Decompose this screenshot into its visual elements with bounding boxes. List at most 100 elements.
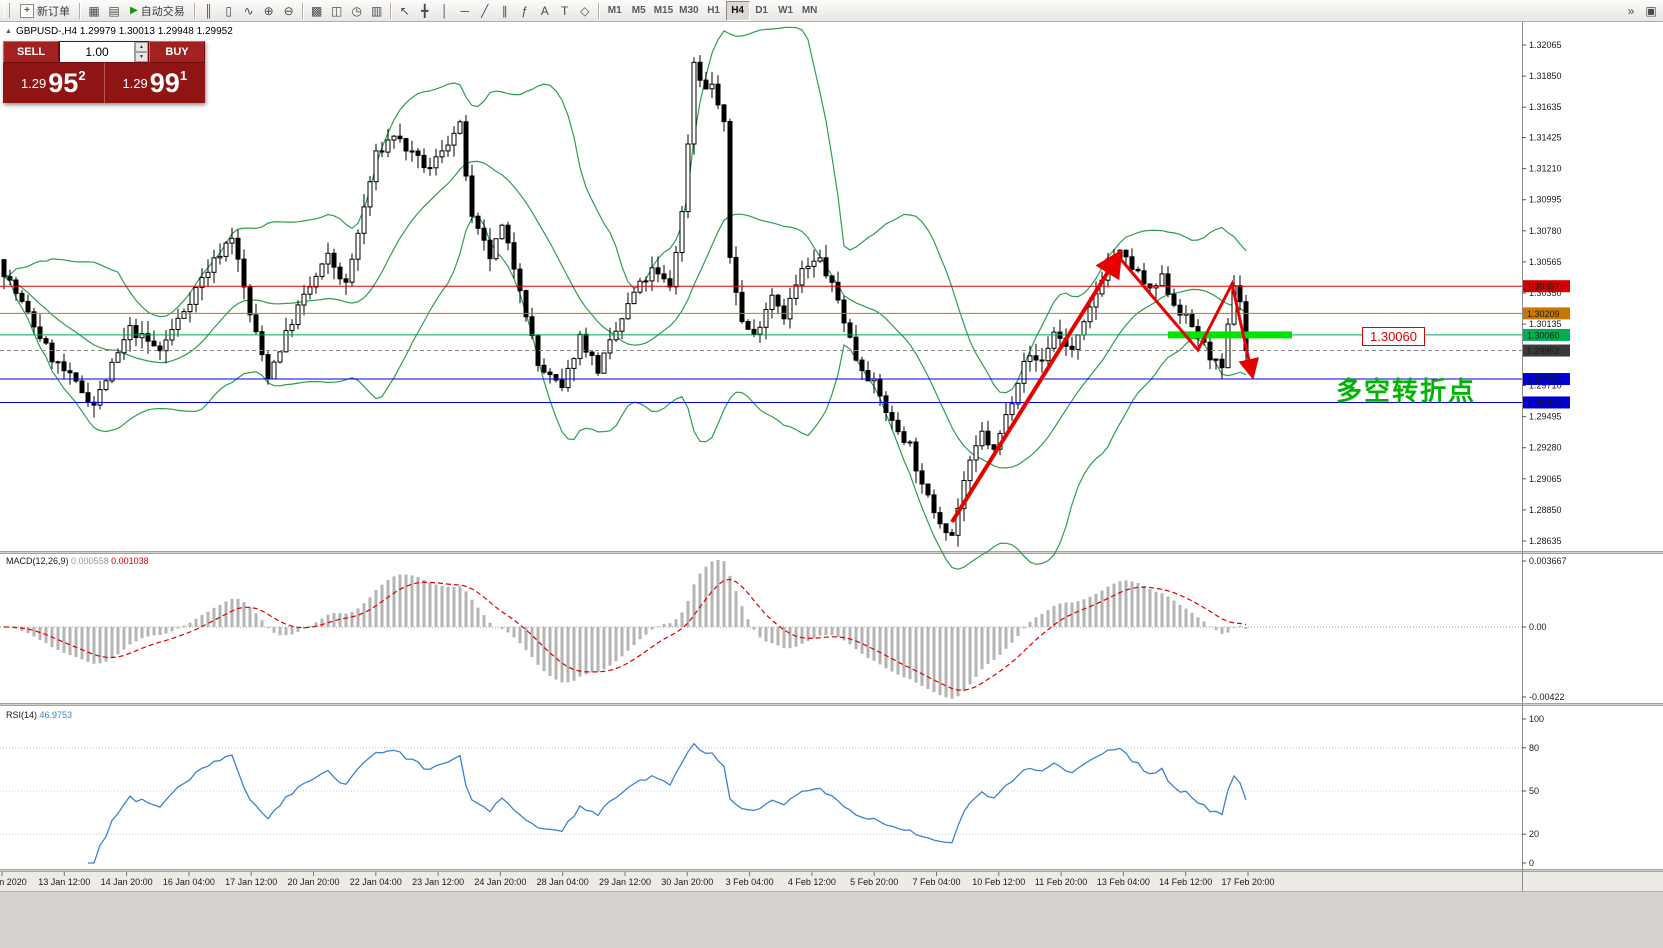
candle — [487, 239, 493, 260]
timeframe-d1[interactable]: D1 — [750, 1, 774, 21]
sell-price[interactable]: 1.29 95 2 — [3, 63, 105, 103]
timeframe-m15[interactable]: M15 — [651, 1, 676, 21]
candle — [775, 294, 781, 307]
toolbar-overflow-button[interactable]: » — [1621, 1, 1641, 21]
fibonacci-button[interactable]: ƒ — [515, 1, 535, 21]
candle — [439, 150, 445, 158]
panel-separator[interactable] — [0, 869, 1663, 872]
data-window-button[interactable]: ▤ — [104, 1, 124, 21]
timeframe-h1[interactable]: H1 — [702, 1, 726, 21]
buy-price-base: 1.29 — [122, 75, 148, 91]
clock-button[interactable]: ◷ — [347, 1, 367, 21]
market-watch-button[interactable]: ▦ — [84, 1, 104, 21]
buy-price[interactable]: 1.29 99 1 — [105, 63, 206, 103]
trendline-button[interactable]: ╱ — [475, 1, 495, 21]
volume-down-button[interactable]: ▼ — [135, 52, 148, 62]
timeframe-m1[interactable]: M1 — [603, 1, 627, 21]
svg-text:13 Feb 04:00: 13 Feb 04:00 — [1097, 877, 1150, 887]
equidistant-channel-button[interactable]: ∥ — [495, 1, 515, 21]
turning-point-note[interactable]: 多空转折点 — [1336, 376, 1477, 406]
price-level-callout[interactable]: 1.30060 — [1362, 327, 1425, 346]
support-highlight-segment[interactable] — [1168, 331, 1292, 339]
candle — [493, 238, 499, 260]
shapes-button[interactable]: ◇ — [575, 1, 595, 21]
bar-chart-button[interactable]: ║ — [199, 1, 219, 21]
candle — [685, 143, 691, 213]
svg-text:22 Jan 04:00: 22 Jan 04:00 — [350, 877, 402, 887]
sell-price-base: 1.29 — [20, 75, 47, 91]
timeframe-m30[interactable]: M30 — [676, 1, 701, 21]
docking-button[interactable]: ▣ — [1641, 1, 1661, 21]
svg-text:1.30397: 1.30397 — [1527, 282, 1560, 292]
candle — [229, 237, 235, 244]
candle — [841, 299, 847, 324]
svg-text:23 Jan 12:00: 23 Jan 12:00 — [412, 877, 464, 887]
vertical-line-button[interactable]: │ — [435, 1, 455, 21]
candle — [949, 532, 955, 536]
candle — [61, 361, 67, 372]
candle — [247, 286, 253, 316]
indicators-button[interactable]: ▥ — [367, 1, 387, 21]
svg-text:30 Jan 20:00: 30 Jan 20:00 — [661, 877, 713, 887]
candle — [547, 371, 553, 376]
zoom-out-button[interactable]: ⊖ — [279, 1, 299, 21]
zoom-in-button[interactable]: ⊕ — [259, 1, 279, 21]
candle — [79, 380, 85, 394]
horizontal-line-button[interactable]: ─ — [455, 1, 475, 21]
tile-windows-button[interactable]: ▩ — [307, 1, 327, 21]
buy-price-sup: 1 — [179, 67, 188, 83]
volume-input[interactable] — [60, 42, 134, 62]
svg-text:1.29593: 1.29593 — [1527, 398, 1560, 408]
candle — [925, 483, 931, 496]
sell-price-sup: 2 — [78, 67, 86, 83]
panel-separator[interactable] — [0, 551, 1663, 554]
candle — [1153, 285, 1159, 289]
toolbar-separator — [389, 2, 392, 19]
label-button[interactable]: T — [555, 1, 575, 21]
candle — [1129, 256, 1135, 270]
crosshair-button[interactable]: ╋ — [415, 1, 435, 21]
candlestick-chart-button[interactable]: ▯ — [219, 1, 239, 21]
one-click-collapse-icon[interactable]: ▲ — [5, 28, 12, 35]
line-chart-button[interactable]: ∿ — [239, 1, 259, 21]
svg-text:16 Jan 04:00: 16 Jan 04:00 — [163, 877, 215, 887]
candle — [907, 441, 913, 444]
candle — [961, 480, 967, 509]
cursor-button[interactable]: ↖ — [395, 1, 415, 21]
impulse-up-arrow[interactable] — [950, 249, 1123, 524]
panel-separator[interactable] — [0, 703, 1663, 706]
new-chart-button[interactable]: ◫ — [327, 1, 347, 21]
timeframe-m5[interactable]: M5 — [627, 1, 651, 21]
new-order-button[interactable]: + 新订单 — [14, 1, 76, 21]
candle — [751, 328, 757, 335]
toolbar-grip[interactable] — [4, 3, 10, 18]
candle — [691, 61, 697, 145]
buy-button[interactable]: BUY — [149, 41, 205, 63]
clock-icon: ◷ — [351, 3, 362, 18]
svg-text:10 Jan 2020: 10 Jan 2020 — [0, 877, 27, 887]
timeframe-mn[interactable]: MN — [798, 1, 822, 21]
timeframe-h4[interactable]: H4 — [725, 0, 750, 21]
volume-up-button[interactable]: ▲ — [135, 42, 148, 52]
candle — [1027, 355, 1033, 362]
svg-text:5 Feb 20:00: 5 Feb 20:00 — [850, 877, 898, 887]
candle — [391, 135, 397, 141]
candle — [763, 309, 769, 328]
candle — [175, 317, 181, 330]
svg-text:1.31425: 1.31425 — [1529, 133, 1562, 143]
toolbar-separator — [301, 2, 304, 19]
candle — [325, 252, 331, 265]
crosshair-icon: ╋ — [421, 3, 429, 18]
sell-button[interactable]: SELL — [3, 41, 59, 63]
candle — [553, 374, 559, 381]
correction-zigzag-arrow[interactable] — [1116, 255, 1259, 380]
candle — [823, 257, 829, 277]
text-button[interactable]: A — [535, 1, 555, 21]
candle — [313, 275, 319, 288]
candle — [1171, 293, 1177, 306]
svg-text:1.30995: 1.30995 — [1529, 195, 1562, 205]
autotrade-button[interactable]: ▶ 自动交易 — [124, 1, 191, 21]
timeframe-w1[interactable]: W1 — [774, 1, 798, 21]
candle — [757, 326, 763, 335]
